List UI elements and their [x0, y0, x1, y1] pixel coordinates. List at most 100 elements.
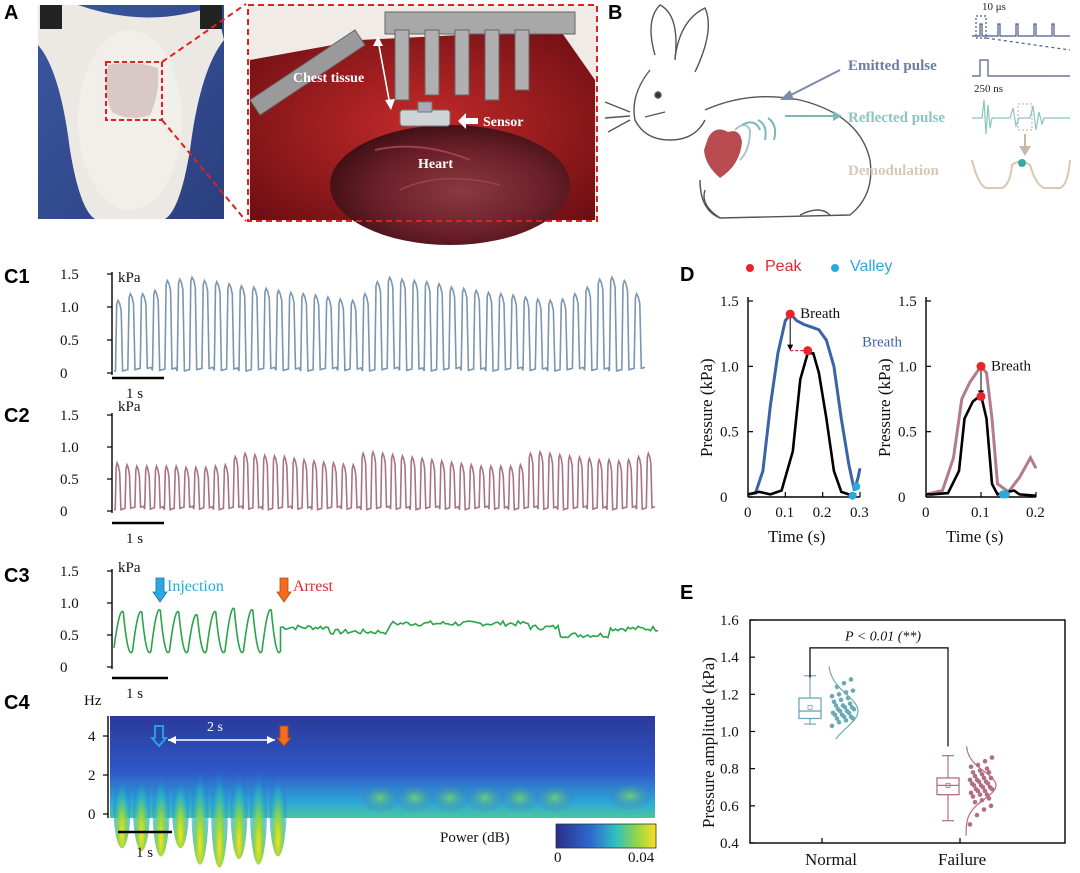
data-point [849, 705, 855, 710]
breath-curve [747, 311, 862, 496]
t-250ns-label: 250 ns [974, 83, 1003, 95]
tick-label: 1.2 [720, 687, 739, 703]
peak-dot [976, 391, 986, 401]
tick-label: 1.4 [720, 650, 739, 666]
data-point [969, 781, 975, 786]
tick-label: 0 [60, 366, 68, 382]
data-point [988, 775, 994, 781]
panel-label-d: D [680, 264, 695, 286]
data-point [967, 777, 973, 783]
data-point [967, 822, 973, 827]
breath-arrowhead [787, 344, 794, 351]
data-point [988, 803, 994, 809]
data-point [977, 792, 983, 797]
spectral-peak [269, 743, 287, 857]
tick-label: 1.0 [60, 440, 79, 456]
c4-spectrogram: 4 2 0 1 s [88, 716, 657, 868]
emitted-pulse-label: Emitted pulse [848, 58, 937, 74]
mean-marker [945, 782, 951, 788]
data-point [974, 812, 980, 818]
data-point [833, 703, 839, 708]
box [936, 777, 960, 796]
tick-label: 1.5 [60, 564, 79, 580]
valley-dot [1001, 490, 1010, 499]
tick-label: 0 [60, 660, 68, 676]
significance-label: P < 0.01 (**) [844, 629, 921, 644]
spectral-peak [152, 743, 170, 857]
data-point [979, 771, 985, 777]
trace-line [113, 449, 656, 511]
trace-line [113, 275, 646, 373]
tick-label: 0.3 [850, 505, 869, 521]
tick-label: 0 [922, 505, 930, 521]
data-point [838, 697, 844, 703]
tick-label: 1.5 [60, 408, 79, 424]
spectral-peak [230, 740, 248, 860]
data-point [981, 807, 987, 812]
tick-label: 0.1 [971, 505, 990, 521]
arrest-arrow-icon [276, 577, 292, 603]
arrest-label: Arrest [293, 578, 333, 595]
panel-label-b: B [608, 2, 623, 24]
c3-trace: 1.5 1.0 0.5 0 1 s [60, 564, 659, 702]
power-label: Power (dB) [440, 830, 510, 846]
spectral-band [608, 782, 652, 810]
data-point [839, 712, 845, 718]
breath-label: Breath [800, 306, 840, 322]
data-point [843, 690, 849, 695]
data-point [968, 790, 974, 796]
panel-label-e: E [680, 582, 694, 604]
data-point [834, 716, 840, 721]
y-axis-label: Pressure amplitude (kPa) [699, 657, 718, 828]
spectral-band [465, 784, 505, 812]
scalebar-label: 1 s [126, 386, 143, 402]
density-curve [828, 666, 859, 740]
data-point [970, 794, 976, 799]
tick-label: 0.8 [720, 762, 739, 778]
spectral-band [395, 784, 435, 812]
tick-label: 0.5 [60, 472, 79, 488]
tick-label: 2 [88, 768, 96, 784]
sensor-label: Sensor [483, 115, 523, 130]
rabbit-illustration [604, 4, 872, 219]
chest-tissue-label: Chest tissue [293, 71, 364, 86]
interval-arrow-right [267, 736, 275, 744]
panel-b: Emitted pulse Reflected pulse Demodulati… [604, 1, 1071, 219]
spectral-band [535, 784, 575, 812]
spectral-peak [132, 749, 151, 851]
pressure-curve [925, 392, 1037, 497]
tick-label: 0 [60, 504, 68, 520]
demodulation-label: Demodulation [848, 163, 940, 179]
data-point [844, 708, 850, 714]
c4-interval-label: 2 s [207, 720, 223, 735]
spectral-peak [113, 751, 131, 849]
data-point [974, 777, 980, 783]
surgery-photo [247, 4, 598, 245]
data-point [986, 796, 992, 801]
d-left-plot: 0 0.5 1.0 1.5 0 0.1 0.2 0.3 Pressure (kPa) Time (… [697, 294, 902, 546]
data-point [970, 770, 976, 775]
c4-unit: Hz [84, 693, 102, 709]
valley-dot [848, 491, 857, 500]
tick-label: 0.6 [720, 799, 739, 815]
data-point [972, 773, 978, 779]
peak-dot [803, 346, 813, 356]
peak-dot [976, 361, 986, 371]
data-point [983, 779, 989, 784]
data-point [829, 723, 835, 729]
breath-series-label: Breath [862, 335, 902, 351]
t-10us-label: 10 μs [982, 1, 1006, 13]
cbar-min-label: 0 [554, 850, 562, 866]
sensor-arrow-icon [458, 113, 478, 129]
scalebar-label: 1 s [126, 531, 143, 547]
scalebar-label: 1 s [136, 845, 153, 861]
data-point [830, 710, 836, 716]
breath-label: Breath [991, 358, 1031, 374]
panel-label-c1: C1 [4, 266, 30, 288]
plot-frame [749, 619, 1066, 844]
data-point [840, 703, 846, 708]
spectral-peak [210, 732, 229, 868]
tick-label: 1.0 [720, 725, 739, 741]
tick-label: 0.1 [775, 505, 794, 521]
